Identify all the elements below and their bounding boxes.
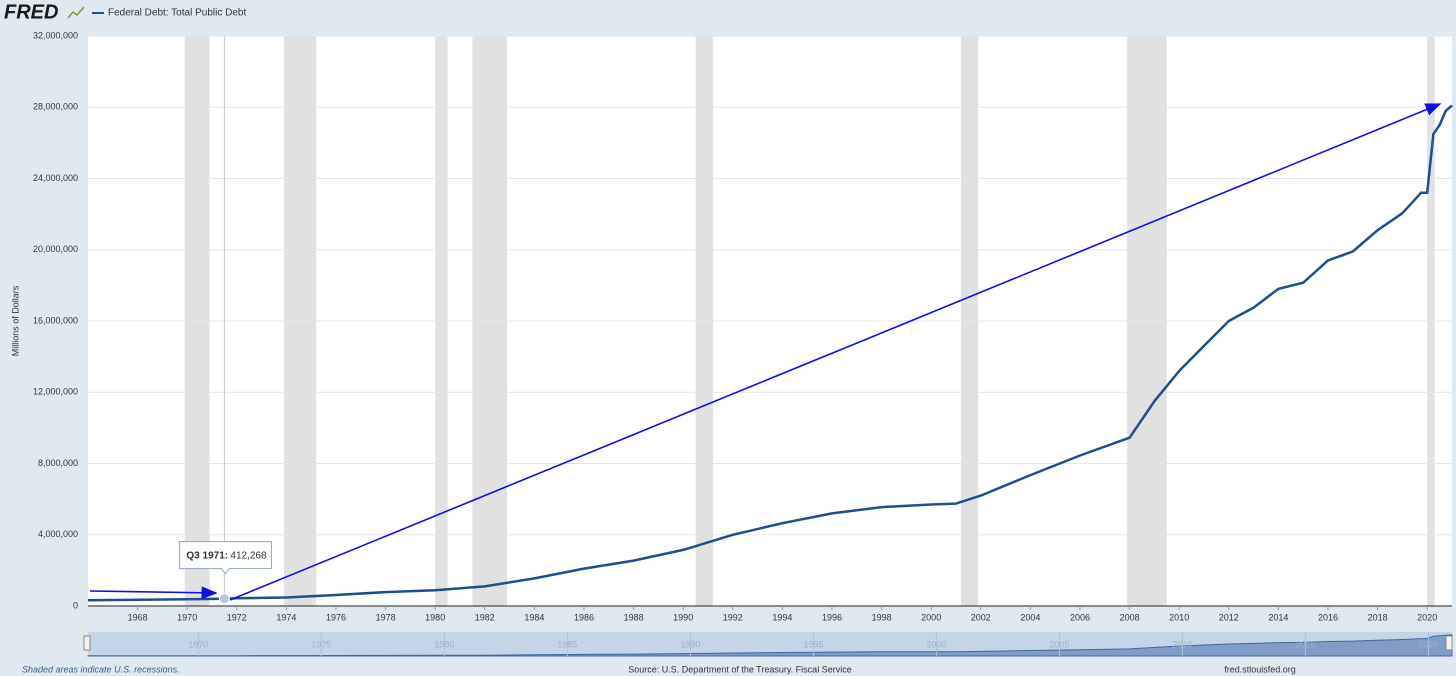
navigator-tick-label: 2015 [1295,639,1315,649]
navigator-tick-label: 2010 [1172,639,1192,649]
navigator-tick-label: 2005 [1049,639,1069,649]
source: Source: U.S. Department of the Treasury.… [628,664,851,674]
navigator-tick-label: 1995 [803,639,823,649]
x-tick-label: 1972 [227,612,247,622]
logo: FRED [4,1,58,23]
y-axis-label: Millions of Dollars [10,285,20,356]
navigator-tick-label: 1985 [557,639,577,649]
y-tick-label: 4,000,000 [38,529,78,539]
y-tick-label: 8,000,000 [38,458,78,468]
navigator-tick-label: 1975 [311,639,331,649]
navigator-area [87,634,1453,657]
recession-note: Shaded areas indicate U.S. recessions. [22,664,180,674]
x-tick-label: 1984 [524,612,544,622]
x-tick-label: 1990 [673,612,693,622]
x-tick-label: 1982 [475,612,495,622]
x-tick-label: 1992 [723,612,743,622]
x-tick-label: 1970 [177,612,197,622]
annotation-arrow [229,103,1442,601]
tooltip-value: 412,268 [230,550,267,561]
navigator-handle[interactable] [83,635,91,651]
data-line [87,104,1453,602]
navigator-tick-label: 1970 [188,639,208,649]
y-tick-label: 0 [73,600,78,610]
navigator-tick-label: 1990 [680,639,700,649]
y-tick-label: 12,000,000 [33,387,78,397]
x-tick-label: 2010 [1169,612,1189,622]
tooltip-label: Q3 1971: [186,550,228,561]
x-tick-label: 2012 [1219,612,1239,622]
annotation-arrow [89,586,218,600]
x-tick-label: 2018 [1368,612,1388,622]
x-tick-label: 1968 [128,612,148,622]
x-tick-label: 2002 [971,612,991,622]
y-tick-label: 28,000,000 [33,102,78,112]
x-tick-label: 1978 [376,612,396,622]
x-tick-label: 2014 [1268,612,1288,622]
x-tick-label: 2008 [1120,612,1140,622]
x-tick-label: 1986 [574,612,594,622]
y-tick-label: 20,000,000 [33,244,78,254]
x-tick-label: 2016 [1318,612,1338,622]
tooltip-point [218,593,230,605]
y-tick-label: 24,000,000 [33,173,78,183]
legend-label[interactable]: Federal Debt: Total Public Debt [108,8,246,19]
x-tick-label: 2020 [1417,612,1437,622]
x-tick-label: 2000 [921,612,941,622]
x-tick-label: 1996 [822,612,842,622]
x-tick-label: 1998 [872,612,892,622]
navigator-tick-label: 2000 [926,639,946,649]
x-tick-label: 1988 [624,612,644,622]
navigator-handle[interactable] [1445,635,1453,651]
x-tick-label: 1980 [425,612,445,622]
navigator-tick-label: 1980 [434,639,454,649]
navigator-tick-label: 2020 [1418,639,1438,649]
x-tick-label: 2004 [1020,612,1040,622]
x-tick-label: 1994 [772,612,792,622]
x-tick-label: 1974 [276,612,296,622]
site: fred.stlouisfed.org [1224,664,1296,674]
y-tick-label: 32,000,000 [33,30,78,40]
y-tick-label: 16,000,000 [33,315,78,325]
x-tick-label: 2006 [1070,612,1090,622]
tooltip-box [178,541,272,575]
x-tick-label: 1976 [326,612,346,622]
logo-icon [67,6,85,19]
